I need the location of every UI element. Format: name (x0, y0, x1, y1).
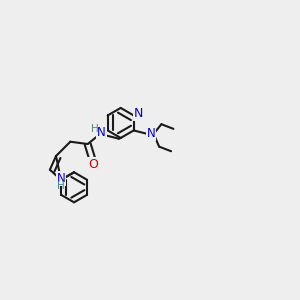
Text: N: N (57, 172, 65, 185)
Text: O: O (88, 158, 98, 171)
Text: H: H (91, 124, 99, 134)
Text: N: N (134, 107, 143, 120)
Text: N: N (146, 127, 155, 140)
Text: H: H (57, 181, 65, 191)
Text: N: N (97, 126, 106, 140)
